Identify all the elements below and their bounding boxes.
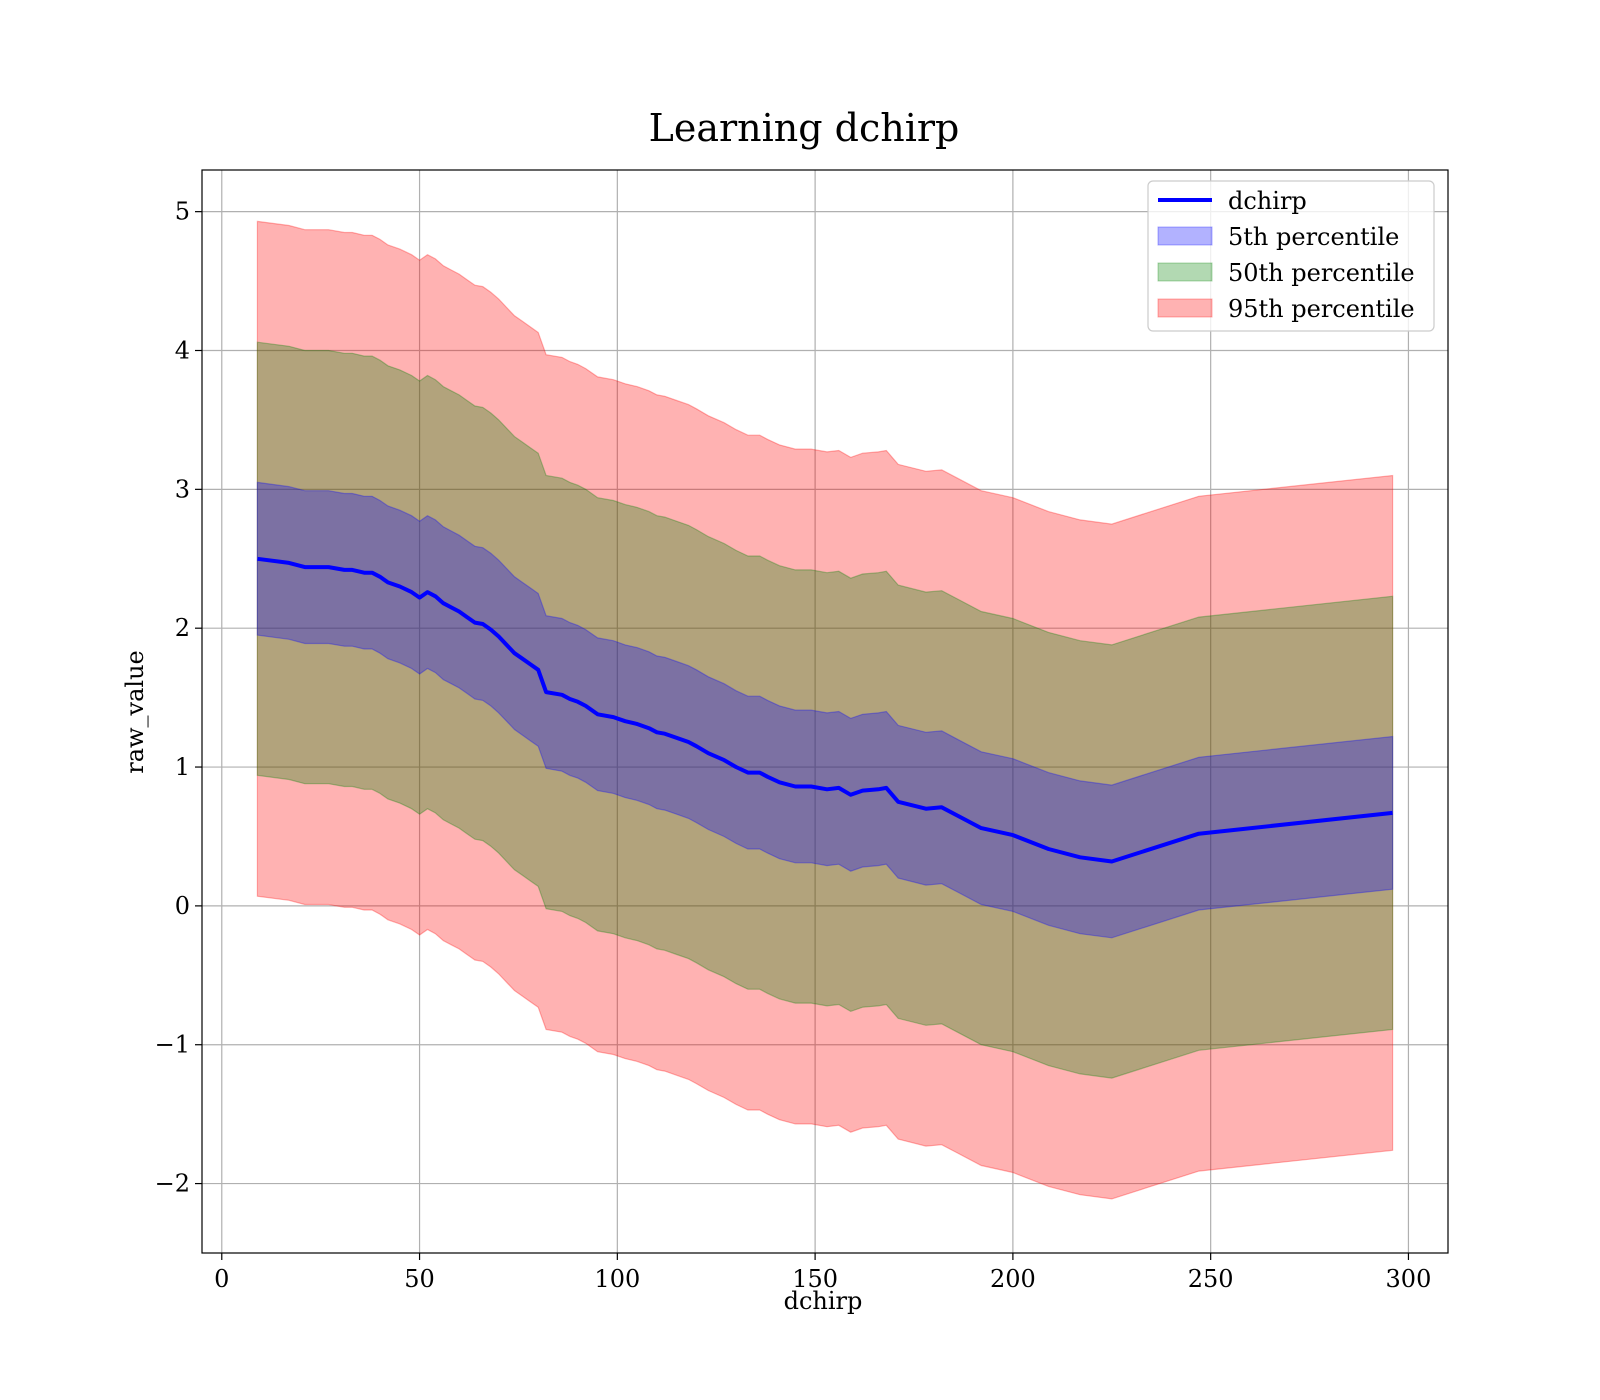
series-line-dchirp	[257, 556, 1393, 864]
legend-swatch-5th-percentile	[1157, 226, 1213, 246]
y-axis-label: raw_value	[121, 650, 149, 774]
plot-frame	[201, 169, 1449, 1254]
x-tick-label: 250	[1188, 1265, 1234, 1293]
x-tick-label: 0	[214, 1265, 229, 1293]
band-95th-percentile	[256, 220, 1394, 1200]
legend-swatch-95th-percentile	[1157, 298, 1213, 318]
y-tick-label: 4	[175, 337, 190, 365]
x-tick-label: 200	[990, 1265, 1036, 1293]
y-tick-label: 1	[175, 753, 190, 781]
x-tick-label: 300	[1386, 1265, 1432, 1293]
y-tick-label: −2	[155, 1170, 190, 1198]
x-tick-label: 50	[404, 1265, 435, 1293]
legend-label-5th-percentile: 5th percentile	[1228, 223, 1399, 251]
legend-label-dchirp: dchirp	[1228, 187, 1307, 215]
y-tick-label: −1	[155, 1031, 190, 1059]
legend-label-95th-percentile: 95th percentile	[1228, 295, 1415, 323]
x-axis-label: dchirp	[784, 1287, 863, 1315]
legend: dchirp 5th percentile 50th percentile 95…	[1147, 180, 1435, 332]
x-tick-label: 100	[594, 1265, 640, 1293]
percentile-bands	[256, 220, 1394, 1200]
grid	[202, 170, 1448, 1253]
band-50th-percentile	[256, 341, 1394, 1079]
y-tick-label: 5	[175, 198, 190, 226]
y-tick-label: 3	[175, 475, 190, 503]
x-tick-label: 150	[792, 1265, 838, 1293]
axis-ticks: 0 50 100 150 200 250 300 −2 −1 0 1 2 3 4 5	[155, 198, 1432, 1293]
legend-box	[1147, 180, 1435, 332]
legend-swatch-50th-percentile	[1157, 262, 1213, 282]
y-tick-label: 0	[175, 892, 190, 920]
chart-title: Learning dchirp	[649, 106, 960, 150]
series-lines	[257, 556, 1393, 864]
y-tick-label: 2	[175, 614, 190, 642]
band-5th-percentile	[256, 481, 1394, 939]
legend-label-50th-percentile: 50th percentile	[1228, 259, 1415, 287]
